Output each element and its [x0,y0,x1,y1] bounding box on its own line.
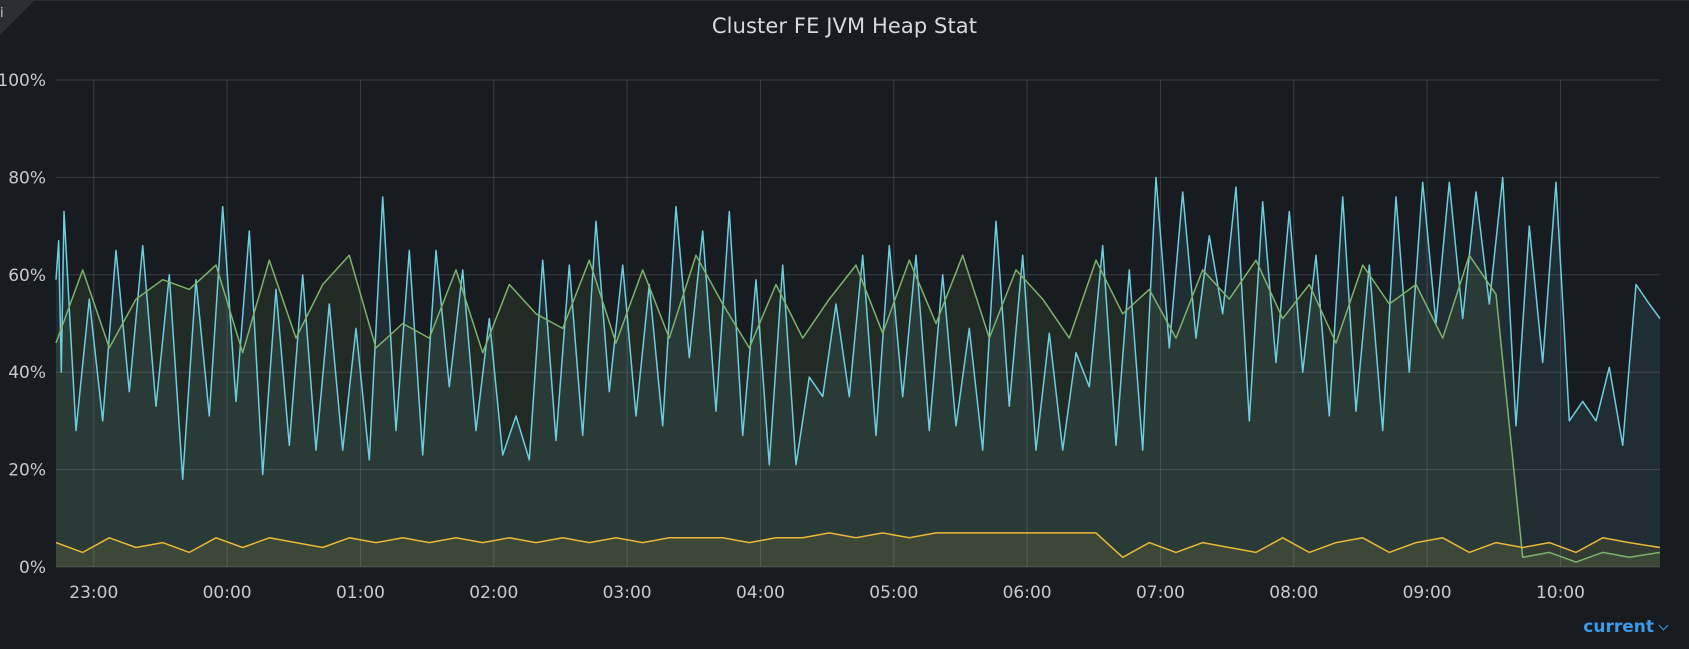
panel-title[interactable]: Cluster FE JVM Heap Stat [711,14,978,38]
y-axis: 0% 20% 40% 60% 80% 100% [0,71,46,578]
chart-grid [56,79,1660,568]
y-tick-label: 40% [8,363,46,383]
y-tick-label: 100% [0,71,46,91]
series-areas [56,177,1660,568]
y-tick-label: 60% [8,266,46,286]
panel-menu-icon[interactable] [0,1,34,35]
series-lines [55,176,1661,563]
x-tick-label: 01:00 [336,583,385,603]
series-line-2[interactable] [55,532,1661,559]
y-tick-label: 20% [8,461,46,481]
x-tick-label: 09:00 [1403,583,1452,603]
chevron-down-icon [1658,620,1669,630]
series-area-1 [56,255,1660,568]
x-tick-label: 05:00 [869,583,918,603]
series-area-0 [56,177,1660,567]
x-axis: 23:00 00:00 01:00 02:00 03:00 04:00 05:00 06:00… [69,583,1585,603]
x-tick-label: 00:00 [203,583,252,603]
x-tick-label: 08:00 [1269,583,1318,603]
series-line-1[interactable] [55,254,1661,563]
series-area-2 [56,532,1660,567]
x-tick-label: 10:00 [1536,583,1585,603]
x-tick-label: 06:00 [1003,583,1052,603]
legend-mode-label: current [1583,617,1654,637]
x-tick-label: 03:00 [603,583,652,603]
x-tick-label: 07:00 [1136,583,1185,603]
y-tick-label: 80% [8,168,46,188]
legend-mode-toggle[interactable]: current [1583,617,1669,637]
x-tick-label: 02:00 [469,583,518,603]
y-tick-label: 0% [19,558,46,578]
panel-info-glyph[interactable]: i [0,6,4,21]
x-tick-label: 04:00 [736,583,785,603]
series-line-0[interactable] [55,176,1661,481]
x-tick-label: 23:00 [69,583,118,603]
